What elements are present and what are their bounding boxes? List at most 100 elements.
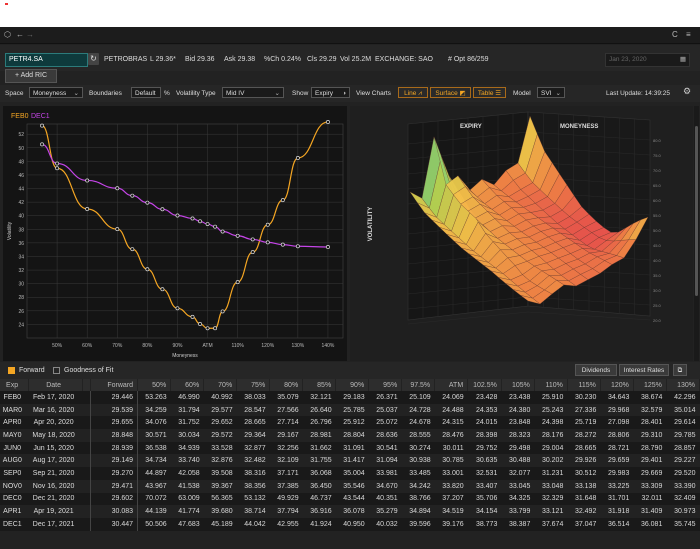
table-view-button[interactable]: Table ☰: [473, 87, 506, 98]
surface-view-button[interactable]: Surface ◩: [430, 87, 471, 98]
volatility-type-select[interactable]: Mid IV ⌄: [222, 87, 284, 98]
column-header[interactable]: Forward: [90, 379, 139, 391]
goodness-label: Goodness of Fit: [64, 367, 114, 374]
column-header[interactable]: 60%: [170, 379, 205, 391]
column-header[interactable]: [82, 379, 91, 391]
column-header[interactable]: 102.5%: [467, 379, 502, 391]
add-ric-button[interactable]: + Add RIC: [5, 69, 57, 83]
table-row[interactable]: SEP0 Sep 21, 2020 29.270 44.897 42.058 39.508…: [0, 467, 700, 480]
volatility-cell: [82, 441, 90, 455]
table-row[interactable]: FEB0 Feb 17, 2020 29.446 53.263 46.990 40.992…: [0, 391, 700, 404]
column-header[interactable]: 75%: [236, 379, 271, 391]
quote-volume: Vol 25.2M: [340, 56, 372, 63]
data-point-dec1: [213, 224, 218, 229]
volatility-cell: [82, 416, 90, 430]
back-icon[interactable]: ←: [16, 30, 24, 39]
z-tick-label: 20.0: [653, 318, 662, 323]
line-view-button[interactable]: Line ⩘: [398, 87, 428, 98]
volatility-cell: 32.256: [269, 441, 303, 455]
table-row[interactable]: DEC1 Dec 17, 2021 30.447 50.506 47.683 45.189…: [0, 517, 700, 531]
table-row[interactable]: NOV0 Nov 16, 2020 29.471 43.967 41.538 39.367…: [0, 479, 700, 493]
column-header[interactable]: 90%: [335, 379, 370, 391]
ric-input[interactable]: PETR4.SA: [5, 53, 88, 67]
column-header[interactable]: 110%: [534, 379, 568, 391]
column-header[interactable]: 125%: [633, 379, 667, 391]
refresh-button[interactable]: ↻: [88, 53, 99, 65]
volatility-cell: 36.068: [302, 467, 336, 480]
percent-label: %: [164, 90, 170, 97]
column-header[interactable]: 95%: [368, 379, 403, 391]
table-row[interactable]: MAY0 May 18, 2020 28.848 30.571 30.034 29.572…: [0, 429, 700, 442]
table-row[interactable]: MAR0 Mar 16, 2020 29.539 34.259 31.794 29.577…: [0, 403, 700, 417]
goodness-checkbox[interactable]: [53, 367, 60, 374]
reload-icon[interactable]: C: [672, 30, 678, 39]
volatility-cell: 30.512: [567, 467, 601, 480]
wall-gridline: [407, 146, 529, 160]
volatility-cell: 31.409: [633, 505, 667, 518]
wall-gridline: [407, 131, 529, 145]
quote-last: L 29.36*: [150, 56, 176, 63]
column-header[interactable]: Date: [28, 379, 84, 391]
menu-icon[interactable]: ≡: [686, 30, 691, 39]
show-select[interactable]: Expiry ◑: [311, 87, 350, 98]
boundaries-input[interactable]: Default: [131, 87, 161, 98]
x-tick-label: 80%: [142, 343, 153, 349]
volatility-cell: 30.202: [534, 454, 568, 468]
data-point-feb0: [235, 280, 240, 285]
volatility-cell: 35.004: [335, 467, 369, 480]
volatility-cell: 28.665: [567, 441, 601, 455]
column-header[interactable]: 105%: [501, 379, 535, 391]
dividends-button[interactable]: Dividends: [575, 364, 617, 376]
column-header[interactable]: 70%: [203, 379, 238, 391]
data-point-dec1: [190, 216, 195, 221]
data-point-feb0: [198, 321, 202, 326]
column-header[interactable]: 50%: [137, 379, 172, 391]
volatility-cell: 34.259: [137, 403, 171, 417]
vertical-scrollbar[interactable]: [694, 106, 699, 361]
settings-gear-icon[interactable]: ⚙: [683, 86, 692, 96]
column-header[interactable]: ATM: [434, 379, 469, 391]
column-header[interactable]: 80%: [269, 379, 304, 391]
interest-rates-button[interactable]: Interest Rates: [619, 364, 669, 376]
table-row[interactable]: APR0 Apr 20, 2020 29.655 34.076 31.752 29.652…: [0, 416, 700, 430]
y-tick-label: 36: [18, 241, 24, 247]
export-icon[interactable]: ⧉: [673, 364, 687, 376]
scrollbar-thumb[interactable]: [695, 126, 698, 296]
column-header[interactable]: 97.5%: [401, 379, 436, 391]
column-header[interactable]: 130%: [666, 379, 700, 391]
date-picker[interactable]: Jan 23, 2020 ▦: [605, 53, 690, 67]
column-header[interactable]: Exp: [0, 379, 30, 391]
table-row[interactable]: DEC0 Dec 21, 2020 29.602 70.072 63.009 56.365…: [0, 492, 700, 506]
column-header[interactable]: 115%: [567, 379, 601, 391]
model-select[interactable]: SVI ⌄: [537, 87, 565, 98]
forward-icon[interactable]: →: [26, 30, 34, 39]
chevron-down-icon: ⌄: [555, 90, 561, 97]
quote-options-count: # Opt 86/259: [448, 56, 489, 63]
wall-gridline: [407, 311, 529, 325]
forward-checkbox[interactable]: [8, 367, 15, 374]
table-row[interactable]: JUN0 Jun 15, 2020 28.939 36.538 34.939 33.528…: [0, 441, 700, 455]
forward-cell: 29.270: [89, 467, 139, 480]
volatility-cell: 29.401: [633, 454, 667, 468]
volatility-cell: 39.508: [203, 467, 237, 480]
y-tick-label: 32: [18, 268, 24, 274]
volatility-cell: [82, 467, 90, 480]
volatility-cell: 29.310: [633, 429, 667, 442]
table-row[interactable]: AUG0 Aug 17, 2020 29.149 34.734 33.740 32.876…: [0, 454, 700, 468]
volatility-cell: 28.555: [401, 429, 435, 442]
z-tick-label: 75.0: [653, 153, 662, 158]
column-header[interactable]: 85%: [302, 379, 337, 391]
table-row[interactable]: APR1 Apr 19, 2021 30.083 44.139 41.774 39.680…: [0, 505, 700, 518]
volatility-cell: 53.263: [137, 391, 171, 404]
x-tick-label: ATM: [202, 343, 212, 349]
data-point-dec1: [295, 244, 300, 249]
volatility-cell: 25.910: [534, 391, 568, 404]
space-select[interactable]: Moneyness ⌄: [29, 87, 83, 98]
surface-view-label: Surface: [435, 90, 458, 97]
column-header[interactable]: 120%: [600, 379, 634, 391]
data-point-dec1: [205, 222, 210, 227]
volatility-cell: 43.544: [335, 492, 369, 506]
expiry-cell: MAR0: [0, 403, 29, 417]
grid-toolbar: [0, 362, 700, 379]
volatility-cell: 53.132: [236, 492, 270, 506]
